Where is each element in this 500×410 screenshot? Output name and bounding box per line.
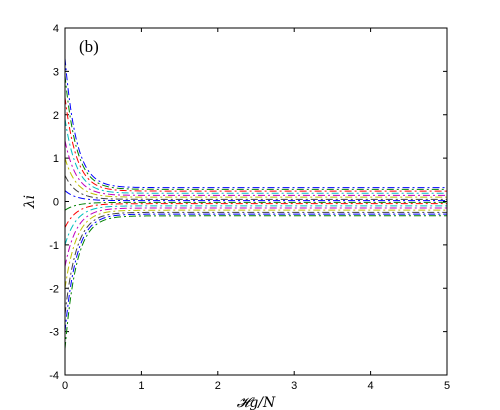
panel-label: (b) <box>79 37 99 56</box>
y-tick-label: 4 <box>53 23 59 35</box>
x-tick-label: 5 <box>444 380 450 392</box>
series-line <box>64 175 447 200</box>
y-tick-label: 0 <box>53 197 59 209</box>
series-line <box>64 213 447 332</box>
y-tick-label: 3 <box>53 66 59 78</box>
x-tick-label: 4 <box>368 380 374 392</box>
series-line <box>64 75 447 190</box>
series-line <box>64 215 447 350</box>
x-tick-label: 0 <box>62 380 68 392</box>
plot-frame <box>64 27 448 376</box>
series-line <box>64 201 447 211</box>
series-line <box>64 209 447 289</box>
y-tick-label: -4 <box>49 370 59 382</box>
series-line <box>64 203 447 228</box>
x-axis-label: 𝓗g/N <box>237 395 276 410</box>
y-axis-label: λi <box>22 195 38 209</box>
series-line <box>64 205 447 246</box>
y-tick-label: 1 <box>53 153 59 165</box>
x-tick-label: 2 <box>215 380 221 392</box>
series-line <box>64 119 447 194</box>
y-tick-label: -3 <box>49 327 59 339</box>
y-tick-label: -1 <box>49 240 59 252</box>
series-line <box>64 157 447 198</box>
series-line <box>64 211 447 315</box>
y-tick-label: 2 <box>53 110 59 122</box>
series-line <box>64 140 447 196</box>
x-tick-label: 3 <box>291 380 297 392</box>
series-line <box>64 58 447 189</box>
series-line <box>64 207 447 267</box>
series-line <box>64 190 447 202</box>
series-line <box>64 97 447 192</box>
y-axis-ticks: -4 -3 -2 -1 0 1 2 3 4 <box>49 23 447 382</box>
x-tick-label: 1 <box>138 380 144 392</box>
series-group <box>64 58 447 350</box>
y-tick-label: -2 <box>49 283 59 295</box>
